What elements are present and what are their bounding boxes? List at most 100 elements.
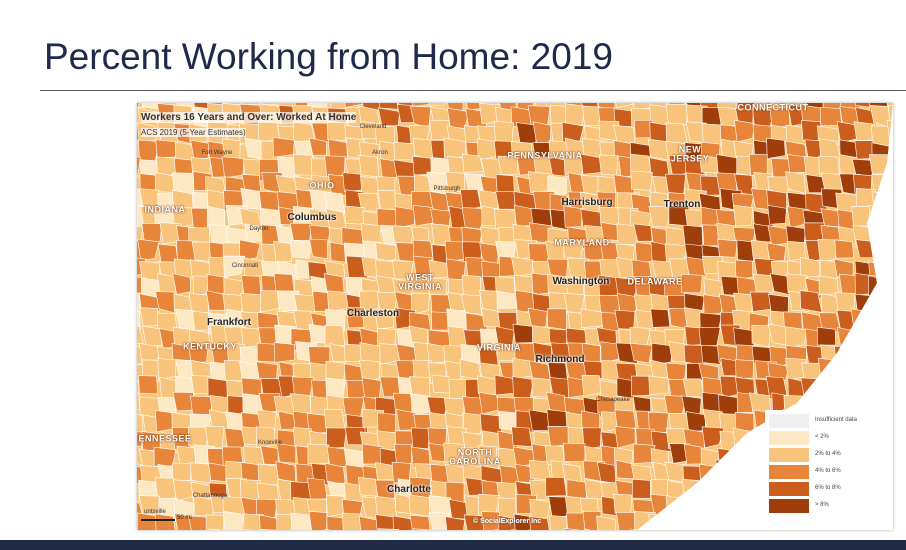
county	[307, 443, 330, 465]
county	[358, 516, 380, 530]
county	[532, 342, 553, 362]
legend-swatch	[769, 465, 809, 479]
county	[596, 515, 617, 530]
county	[465, 257, 485, 279]
county	[769, 107, 790, 130]
county	[733, 327, 755, 348]
slide-title: Percent Working from Home: 2019	[44, 36, 613, 77]
county	[323, 273, 345, 295]
county	[632, 478, 651, 499]
county	[665, 103, 688, 126]
county	[290, 239, 311, 259]
county	[630, 528, 639, 530]
map-label: Knoxville	[257, 439, 283, 446]
county	[785, 171, 806, 194]
county	[463, 514, 485, 530]
map-label: Richmond	[535, 353, 585, 365]
legend-item: > 8%	[769, 499, 873, 513]
county	[766, 137, 786, 159]
county	[241, 528, 252, 530]
county	[138, 375, 159, 395]
map-label: Akron	[372, 149, 388, 156]
county	[563, 205, 584, 228]
county	[547, 308, 568, 331]
county	[752, 273, 776, 293]
county	[412, 204, 434, 227]
county	[142, 325, 163, 346]
map-label: WEST VIRGINIA	[397, 272, 442, 292]
map-label: Pittsburgh	[433, 185, 461, 192]
map-label: Charleston	[346, 307, 400, 319]
county	[750, 291, 771, 312]
county	[155, 156, 178, 176]
county	[240, 275, 262, 297]
county	[190, 462, 211, 484]
county	[272, 136, 295, 158]
county	[717, 238, 738, 258]
county	[443, 442, 466, 463]
county	[700, 175, 722, 196]
county	[766, 242, 787, 262]
legend-item: < 2%	[769, 431, 873, 445]
footer-bar	[0, 540, 906, 550]
county	[259, 514, 278, 530]
county	[497, 497, 517, 519]
county	[751, 324, 772, 348]
county	[359, 290, 379, 313]
map-label: KENTUCKY	[182, 341, 238, 352]
county	[309, 238, 328, 260]
county	[633, 223, 653, 242]
county	[767, 205, 787, 225]
county	[703, 294, 723, 316]
county	[463, 412, 484, 435]
map-label: Chesapeake	[596, 396, 630, 403]
map-label: NEW JERSEY	[670, 144, 710, 164]
county	[374, 309, 394, 330]
county	[462, 153, 484, 173]
county	[359, 359, 380, 382]
county	[137, 512, 158, 530]
county	[393, 141, 415, 161]
county	[547, 175, 568, 197]
county	[205, 514, 224, 530]
legend-label: > 8%	[815, 502, 829, 508]
county	[581, 410, 601, 430]
county	[155, 139, 177, 158]
map-label: VIRGINIA	[476, 342, 522, 353]
county	[665, 122, 688, 145]
county	[614, 426, 636, 449]
county	[342, 172, 363, 193]
county	[613, 493, 633, 514]
county	[701, 344, 721, 365]
county	[512, 376, 534, 399]
title-rule	[40, 90, 906, 91]
county	[208, 528, 224, 530]
county	[409, 514, 431, 530]
county	[511, 426, 533, 447]
legend-label: 2% to 4%	[815, 451, 841, 457]
county	[564, 103, 585, 126]
county	[429, 120, 451, 141]
county	[512, 323, 533, 344]
map-label: Chattanooga	[192, 492, 228, 499]
county	[306, 477, 328, 501]
county	[358, 154, 380, 178]
map: Workers 16 Years and Over: Worked At Hom…	[137, 103, 893, 530]
map-label: Harrisburg	[561, 196, 613, 208]
map-label: Trenton	[663, 198, 701, 210]
county	[685, 256, 708, 277]
county	[630, 170, 653, 191]
county	[701, 123, 724, 146]
county	[223, 255, 246, 278]
county	[206, 205, 226, 228]
map-label: Cleveland	[359, 123, 387, 130]
county	[243, 103, 260, 106]
county	[392, 225, 415, 245]
county	[478, 445, 498, 467]
county	[563, 442, 586, 462]
county	[276, 513, 296, 530]
county	[734, 119, 755, 143]
county	[816, 326, 836, 346]
county	[157, 358, 177, 381]
county	[493, 120, 514, 144]
